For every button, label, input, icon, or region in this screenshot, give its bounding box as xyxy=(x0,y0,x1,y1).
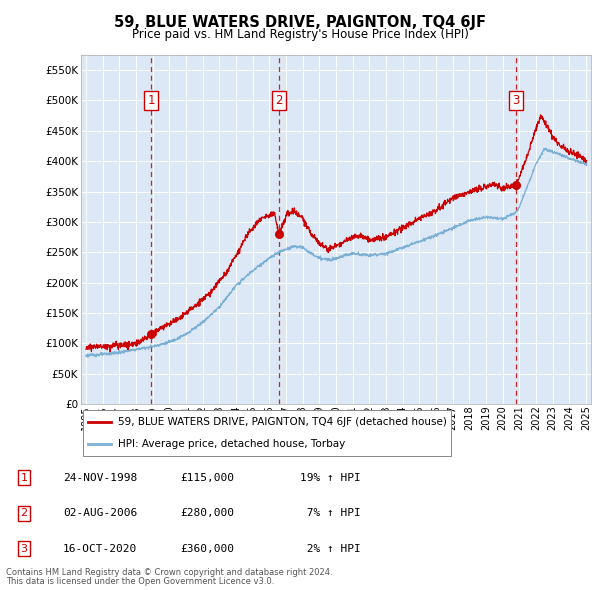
Text: 59, BLUE WATERS DRIVE, PAIGNTON, TQ4 6JF (detached house): 59, BLUE WATERS DRIVE, PAIGNTON, TQ4 6JF… xyxy=(118,417,447,427)
Text: 19% ↑ HPI: 19% ↑ HPI xyxy=(300,473,361,483)
Text: 59, BLUE WATERS DRIVE, PAIGNTON, TQ4 6JF: 59, BLUE WATERS DRIVE, PAIGNTON, TQ4 6JF xyxy=(114,15,486,30)
FancyBboxPatch shape xyxy=(83,409,451,456)
Text: 1: 1 xyxy=(20,473,28,483)
Text: 2% ↑ HPI: 2% ↑ HPI xyxy=(300,544,361,553)
Text: 2: 2 xyxy=(275,94,283,107)
Text: 7% ↑ HPI: 7% ↑ HPI xyxy=(300,509,361,518)
Text: 02-AUG-2006: 02-AUG-2006 xyxy=(63,509,137,518)
Text: 3: 3 xyxy=(20,544,28,553)
Text: Price paid vs. HM Land Registry's House Price Index (HPI): Price paid vs. HM Land Registry's House … xyxy=(131,28,469,41)
Text: £360,000: £360,000 xyxy=(180,544,234,553)
Text: Contains HM Land Registry data © Crown copyright and database right 2024.: Contains HM Land Registry data © Crown c… xyxy=(6,568,332,577)
Text: 24-NOV-1998: 24-NOV-1998 xyxy=(63,473,137,483)
Text: 1: 1 xyxy=(147,94,155,107)
Text: This data is licensed under the Open Government Licence v3.0.: This data is licensed under the Open Gov… xyxy=(6,578,274,586)
Text: 3: 3 xyxy=(512,94,520,107)
Text: £115,000: £115,000 xyxy=(180,473,234,483)
Text: £280,000: £280,000 xyxy=(180,509,234,518)
Text: 2: 2 xyxy=(20,509,28,518)
Text: 16-OCT-2020: 16-OCT-2020 xyxy=(63,544,137,553)
Text: HPI: Average price, detached house, Torbay: HPI: Average price, detached house, Torb… xyxy=(118,439,346,449)
